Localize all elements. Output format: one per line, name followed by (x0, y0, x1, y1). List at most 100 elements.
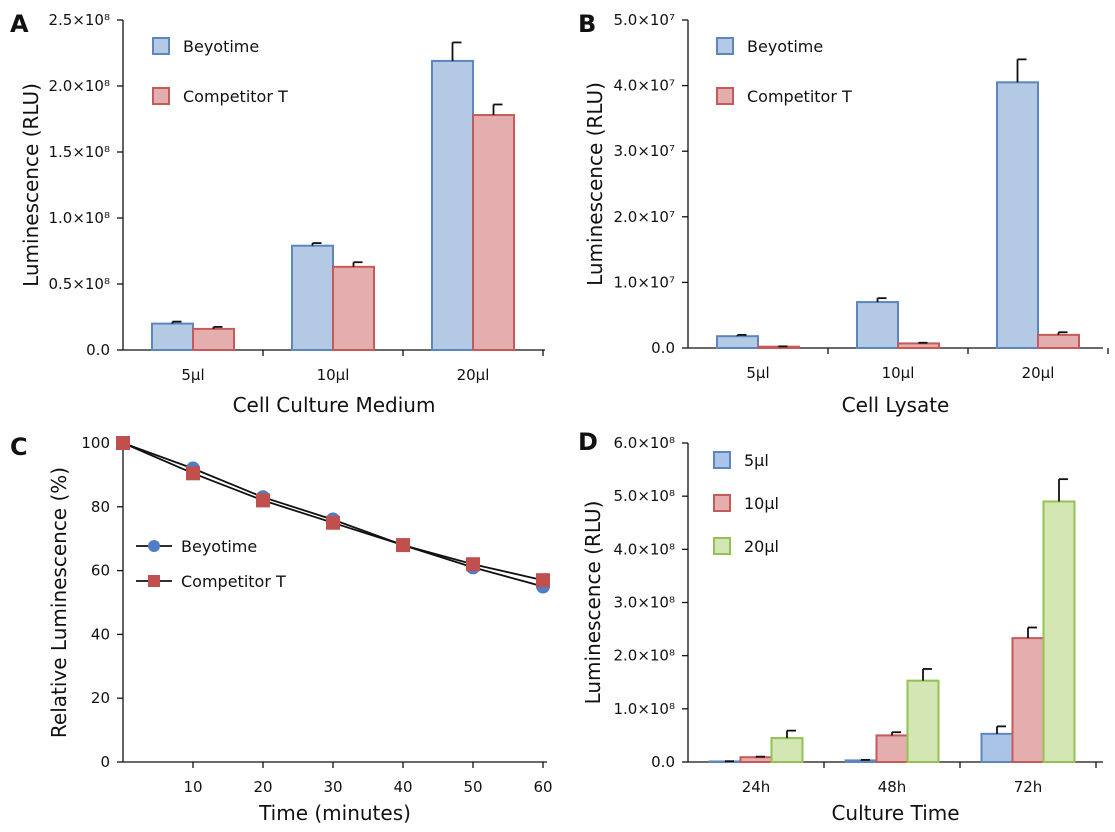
x-axis-title-C: Time (minutes) (258, 801, 411, 825)
y-tick-label-C: 20 (91, 689, 110, 707)
legend-label-C: Competitor T (181, 572, 286, 591)
legend-label-C: Beyotime (181, 537, 257, 556)
legend-label-B: Competitor T (747, 87, 852, 106)
legend-label-A: Beyotime (183, 37, 259, 56)
bar-D-20μl-24h (770, 737, 804, 764)
y-tick-label-D: 5.0×10⁸ (613, 487, 675, 505)
y-axis-title-B: Luminescence (RLU) (583, 82, 607, 286)
y-tick-label-A: 2.0×10⁸ (48, 77, 110, 95)
x-tick-label-C: 10 (183, 778, 202, 796)
bar-A-Competitor T-10μl (332, 265, 375, 351)
point-Competitor T (116, 436, 130, 450)
x-tick-label-C: 50 (463, 778, 482, 796)
y-tick-label-D: 1.0×10⁸ (613, 700, 675, 718)
y-tick-label-A: 2.5×10⁸ (48, 11, 110, 29)
panel-D: D Luminescence (RLU) Culture Time 0.0 1.0×10… (578, 428, 1103, 825)
bar-D-20μl-48h (906, 679, 940, 764)
x-tick-label-A: 10μl (317, 366, 350, 384)
panel-label-D: D (578, 428, 598, 456)
legend-swatch-A (152, 37, 170, 55)
x-tick-label-D: 24h (742, 778, 771, 796)
y-tick-label-B: 0.0 (651, 339, 675, 357)
y-axis-title-A: Luminescence (RLU) (19, 83, 43, 287)
y-tick-label-C: 40 (91, 625, 110, 643)
bar-A-Competitor T-5μl (192, 327, 235, 352)
bar-B-Beyotime-20μl (996, 81, 1039, 349)
legend-swatch-B (716, 37, 734, 55)
bar-B-Competitor T-20μl (1037, 333, 1080, 350)
legend-swatch-D (713, 494, 731, 512)
bar-D-10μl-72h (1011, 637, 1045, 763)
x-tick-label-A: 5μl (181, 366, 204, 384)
panel-A: A Luminescence (RLU) Cell Culture Medium 0.… (10, 10, 545, 417)
y-tick-label-B: 2.0×10⁷ (613, 208, 675, 226)
bar-A-Competitor T-20μl (472, 114, 515, 352)
y-tick-label-C: 0 (100, 753, 110, 771)
y-tick-label-B: 5.0×10⁷ (613, 11, 675, 29)
point-Competitor T (466, 557, 480, 572)
bar-B-Competitor T-10μl (897, 342, 940, 349)
x-axis-title-A: Cell Culture Medium (233, 393, 436, 417)
panel-label-A: A (10, 10, 29, 38)
x-tick-label-B: 10μl (882, 364, 915, 382)
x-axis-title-D: Culture Time (831, 801, 959, 825)
bar-A-Beyotime-20μl (431, 59, 474, 351)
legend-swatch-D (713, 451, 731, 469)
x-tick-label-C: 40 (393, 778, 412, 796)
legend-label-B: Beyotime (747, 37, 823, 56)
bar-A-Beyotime-5μl (151, 322, 194, 352)
y-tick-label-C: 60 (91, 562, 110, 580)
y-axis-title-D: Luminescence (RLU) (581, 501, 605, 705)
y-tick-label-A: 0.0 (86, 341, 110, 359)
x-tick-label-B: 5μl (746, 364, 769, 382)
y-tick-label-D: 3.0×10⁸ (613, 594, 675, 612)
y-axis-title-C: Relative Luminescence (%) (47, 467, 71, 738)
y-tick-label-B: 4.0×10⁷ (613, 77, 675, 95)
bar-B-Beyotime-10μl (856, 301, 899, 349)
y-tick-label-C: 100 (81, 434, 110, 452)
x-tick-label-C: 60 (533, 778, 552, 796)
point-Competitor T (326, 515, 340, 530)
x-tick-label-C: 20 (253, 778, 272, 796)
legend-marker-C (148, 575, 160, 587)
legend-label-D: 20μl (744, 537, 779, 556)
y-tick-label-D: 0.0 (651, 753, 675, 771)
y-tick-label-A: 1.0×10⁸ (48, 209, 110, 227)
x-tick-label-C: 30 (323, 778, 342, 796)
bar-B-Beyotime-5μl (716, 335, 759, 349)
legend-label-A: Competitor T (183, 87, 288, 106)
point-Competitor T (186, 466, 200, 481)
legend-marker-C (148, 540, 160, 552)
legend-label-D: 10μl (744, 494, 779, 513)
y-tick-label-B: 3.0×10⁷ (613, 142, 675, 160)
panel-C: C Relative Luminescence (%) Time (minutes)… (10, 433, 553, 825)
bar-D-5μl-72h (980, 732, 1014, 763)
y-tick-label-C: 80 (91, 498, 110, 516)
y-tick-label-A: 1.5×10⁸ (48, 143, 110, 161)
point-Competitor T (256, 493, 270, 508)
legend-swatch-D (713, 537, 731, 555)
panel-label-C: C (10, 433, 28, 461)
bar-A-Beyotime-10μl (291, 244, 334, 351)
panel-B: B Luminescence (RLU) Cell Lysate 0.0 1.0×10⁷… (578, 10, 1109, 417)
x-tick-label-B: 20μl (1022, 364, 1055, 382)
y-tick-label-B: 1.0×10⁷ (613, 273, 675, 291)
x-tick-label-D: 72h (1014, 778, 1043, 796)
x-axis-title-B: Cell Lysate (842, 393, 950, 417)
bar-D-20μl-72h (1042, 500, 1076, 763)
legend-label-D: 5μl (744, 451, 769, 470)
panel-label-B: B (578, 10, 596, 38)
legend-swatch-B (716, 87, 734, 105)
x-tick-label-D: 48h (878, 778, 907, 796)
y-tick-label-D: 6.0×10⁸ (613, 434, 675, 452)
legend-swatch-A (152, 87, 170, 105)
point-Competitor T (396, 538, 410, 553)
bar-D-10μl-24h (739, 756, 773, 764)
y-tick-label-D: 2.0×10⁸ (613, 647, 675, 665)
x-tick-label-A: 20μl (457, 366, 490, 384)
y-tick-label-A: 0.5×10⁸ (48, 275, 110, 293)
point-Competitor T (536, 573, 550, 588)
y-tick-label-D: 4.0×10⁸ (613, 540, 675, 558)
bar-D-10μl-48h (875, 734, 909, 764)
